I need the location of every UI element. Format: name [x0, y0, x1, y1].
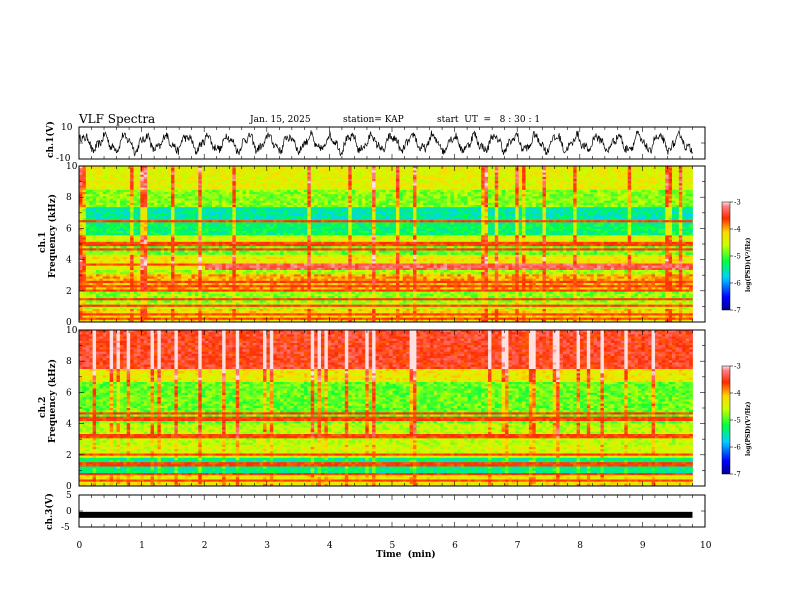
start-time-label: start UT = 8 : 30 : 1 [437, 115, 540, 125]
figure-title: VLF Spectra [78, 112, 155, 126]
vlf-spectra-figure: VLF Spectra Jan. 15, 2025 station= KAP s… [0, 0, 792, 612]
ch1-spectrogram-image [79, 166, 693, 322]
ch1-waveform-panel: 10 -10 ch.1(V) [45, 121, 705, 164]
date-label: Jan. 15, 2025 [249, 115, 311, 125]
ch1-ylabel: ch.1(V) [45, 121, 56, 158]
station-label: station= KAP [343, 115, 404, 125]
ch1-ytick-top: 10 [61, 123, 73, 133]
